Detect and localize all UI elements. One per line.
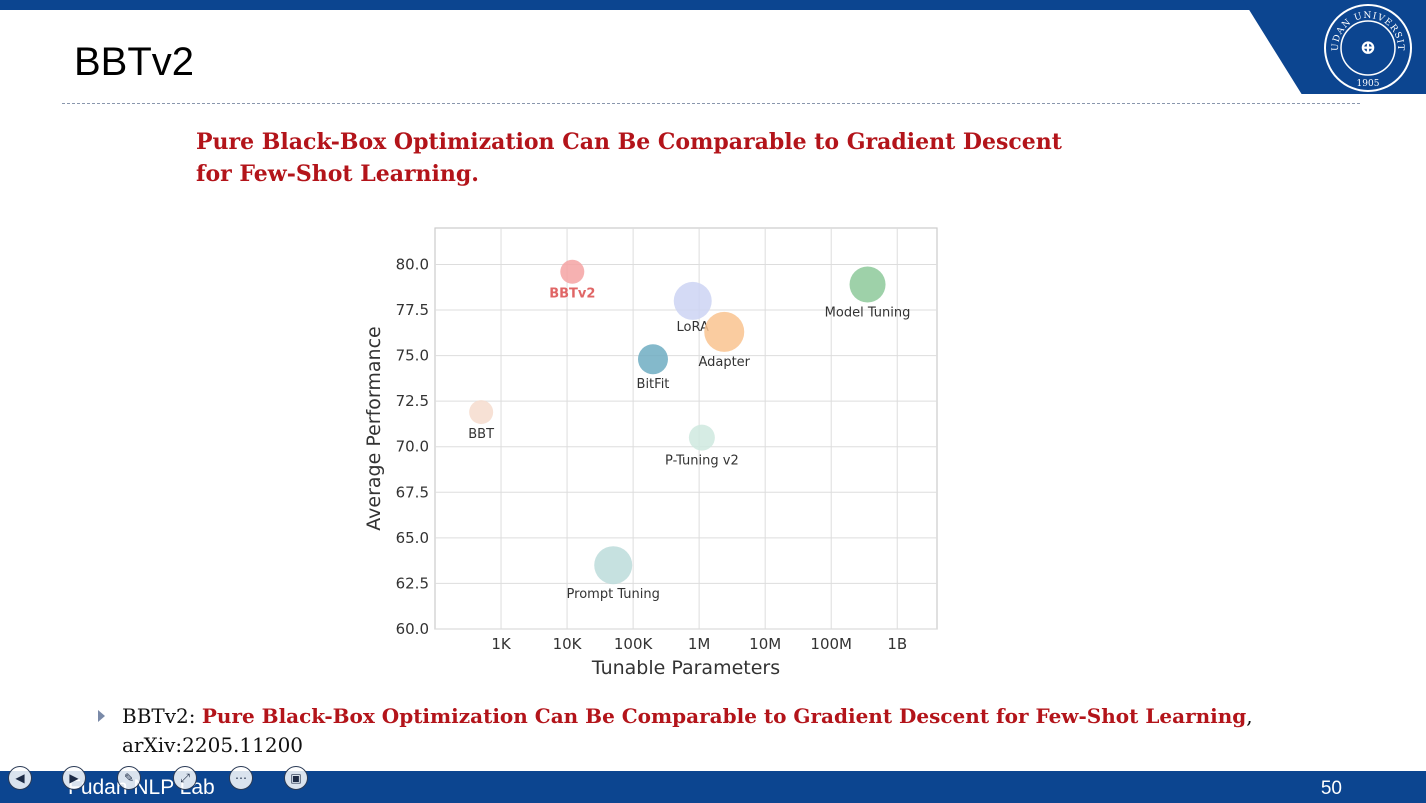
pen-icon: ✎ <box>123 771 135 785</box>
y-tick-label: 67.5 <box>396 483 429 501</box>
svg-text:⊕: ⊕ <box>1360 35 1377 59</box>
data-point-label: Model Tuning <box>825 306 911 321</box>
data-point <box>673 281 712 320</box>
logo-year: 1905 <box>1357 79 1380 89</box>
reference-suffix: , <box>1246 704 1253 728</box>
x-tick-label: 1M <box>688 635 711 653</box>
x-tick-label: 10K <box>553 635 583 653</box>
x-axis-label: Tunable Parameters <box>591 657 780 679</box>
x-tick-label: 100M <box>810 635 852 653</box>
screen-button[interactable]: ▣ <box>284 766 308 790</box>
data-point <box>704 311 745 352</box>
data-point <box>688 424 715 451</box>
next-slide-button[interactable]: ▶ <box>62 766 86 790</box>
title-divider <box>62 103 1360 104</box>
reference-arxiv: arXiv:2205.11200 <box>122 733 304 757</box>
x-tick-label: 100K <box>614 635 654 653</box>
data-point-label: BBT <box>468 427 494 442</box>
scatter-chart: 1K 10K 100K 1M 10M 100M 1B 60.0 62.5 65.0 67.5 70.0… <box>355 220 955 680</box>
data-point <box>849 266 886 303</box>
headline: Pure Black-Box Optimization Can Be Compa… <box>196 126 1096 190</box>
data-point-label: Adapter <box>698 355 750 370</box>
reference: BBTv2: Pure Black-Box Optimization Can B… <box>98 702 1298 760</box>
previous-icon: ◀ <box>15 771 25 785</box>
y-tick-label: 75.0 <box>396 347 429 365</box>
x-tick-label: 10M <box>749 635 781 653</box>
fudan-university-logo: FUDAN UNIVERSITY ⊕ 1905 <box>1322 2 1412 92</box>
data-point-label: P-Tuning v2 <box>665 454 739 469</box>
data-point <box>469 400 494 425</box>
bullet-icon <box>98 710 105 722</box>
data-point-label: LoRA <box>677 320 709 335</box>
data-point <box>594 546 633 585</box>
data-point-label: BitFit <box>637 377 670 392</box>
next-icon: ▶ <box>69 771 79 785</box>
previous-slide-button[interactable]: ◀ <box>8 766 32 790</box>
reference-prefix: BBTv2: <box>122 704 202 728</box>
data-point <box>637 344 668 375</box>
zoom-button[interactable]: ⤢ <box>173 766 197 790</box>
slide-title: BBTv2 <box>74 40 195 84</box>
pen-button[interactable]: ✎ <box>117 766 141 790</box>
y-tick-label: 80.0 <box>396 255 429 273</box>
data-point <box>560 259 585 284</box>
y-tick-label: 70.0 <box>396 438 429 456</box>
more-options-button[interactable]: ⋯ <box>229 766 253 790</box>
more-icon: ⋯ <box>235 771 247 785</box>
data-point-label: BBTv2 <box>549 287 595 302</box>
headline-line-2: for Few-Shot Learning. <box>196 161 479 187</box>
x-tick-label: 1B <box>887 635 907 653</box>
reference-title: Pure Black-Box Optimization Can Be Compa… <box>201 704 1247 728</box>
screen-icon: ▣ <box>290 771 302 785</box>
chart-svg: 1K 10K 100K 1M 10M 100M 1B 60.0 62.5 65.0 67.5 70.0… <box>363 227 938 679</box>
y-tick-label: 62.5 <box>396 574 429 592</box>
y-tick-label: 72.5 <box>396 392 429 410</box>
y-axis-label: Average Performance <box>363 326 385 530</box>
top-bar <box>0 0 1426 10</box>
y-tick-label: 60.0 <box>396 620 429 638</box>
headline-line-1: Pure Black-Box Optimization Can Be Compa… <box>196 129 1062 155</box>
y-tick-label: 65.0 <box>396 529 429 547</box>
page-number: 50 <box>1320 778 1342 799</box>
data-point-label: Prompt Tuning <box>567 587 660 602</box>
zoom-icon: ⤢ <box>180 771 190 785</box>
y-tick-label: 77.5 <box>396 301 429 319</box>
x-tick-label: 1K <box>491 635 512 653</box>
